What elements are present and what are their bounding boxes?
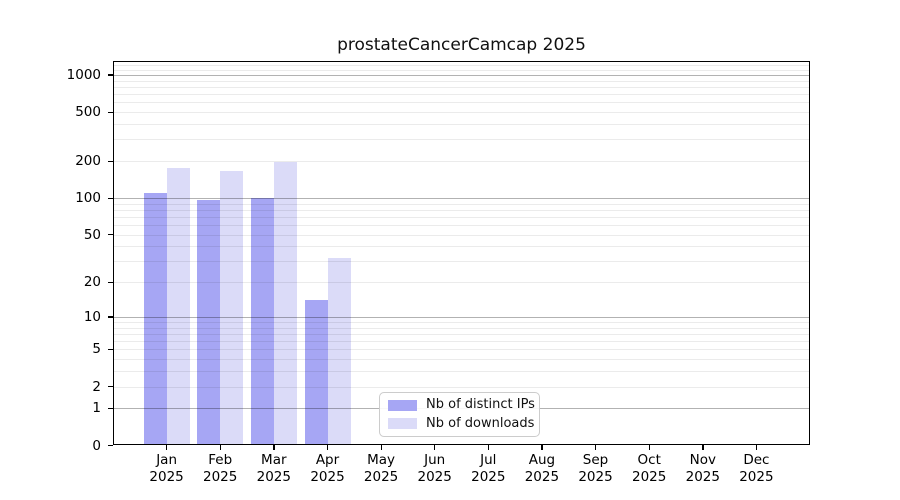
bar-distinct-ips-feb: [197, 199, 221, 445]
gridline-1000: [113, 74, 810, 76]
y-tick-label-1: 1: [92, 400, 101, 417]
gridline-20: [113, 282, 810, 284]
y-tick-mark-1000: [107, 74, 113, 76]
gridline-700: [113, 94, 810, 96]
x-tick-label-oct: Oct 2025: [632, 452, 667, 485]
y-tick-mark-1: [107, 407, 113, 410]
y-tick-mark-10: [107, 316, 113, 318]
x-tick-label-aug: Aug 2025: [524, 452, 560, 485]
gridline-70: [113, 216, 810, 218]
y-tick-mark-2: [107, 386, 113, 388]
bar-distinct-ips-jan: [143, 192, 167, 445]
gridline-900: [113, 80, 810, 82]
y-tick-mark-200: [107, 160, 113, 162]
bar-downloads-feb: [220, 171, 244, 445]
gridline-9: [113, 322, 810, 323]
x-tick-mark-oct: [648, 445, 650, 450]
distinct-ips-swatch-icon: [388, 399, 417, 411]
gridline-2: [113, 386, 810, 388]
x-tick-mark-may: [380, 445, 382, 450]
y-tick-label-1000: 1000: [66, 66, 101, 83]
gridline-500: [113, 112, 810, 114]
x-tick-label-mar: Mar 2025: [256, 452, 291, 485]
bar-distinct-ips-apr: [304, 300, 328, 445]
y-tick-label-10: 10: [83, 308, 101, 325]
y-tick-mark-0: [107, 445, 113, 447]
legend-label-distinct-ips: Nb of distinct IPs: [426, 397, 535, 413]
gridline-8: [113, 327, 810, 329]
gridline-1100: [113, 69, 810, 71]
x-tick-label-may: May 2025: [363, 452, 399, 485]
gridline-90: [113, 203, 810, 205]
y-tick-label-100: 100: [75, 190, 101, 206]
bar-downloads-mar: [273, 162, 297, 445]
gridline-400: [113, 124, 810, 125]
gridline-600: [113, 102, 810, 104]
bar-distinct-ips-mar: [250, 198, 274, 445]
gridline-50: [113, 234, 810, 236]
y-tick-label-2: 2: [92, 378, 101, 395]
gridline-800: [113, 86, 810, 88]
y-tick-label-500: 500: [75, 104, 101, 121]
gridline-7: [113, 334, 810, 335]
x-tick-mark-apr: [327, 445, 329, 450]
y-tick-label-5: 5: [92, 341, 101, 358]
gridline-80: [113, 209, 810, 211]
x-tick-label-nov: Nov 2025: [685, 452, 720, 485]
x-tick-mark-nov: [702, 445, 704, 450]
legend-item-downloads: Nb of downloads: [388, 415, 535, 432]
gridline-40: [113, 246, 810, 248]
x-tick-mark-aug: [541, 445, 543, 450]
y-tick-mark-20: [107, 281, 113, 283]
x-tick-mark-jul: [487, 445, 490, 450]
x-tick-mark-mar: [273, 445, 275, 450]
downloads-swatch-icon: [388, 418, 417, 430]
x-tick-label-jan: Jan 2025: [149, 452, 184, 485]
y-tick-label-20: 20: [83, 274, 101, 291]
y-tick-label-200: 200: [75, 153, 101, 170]
gridline-6: [113, 341, 810, 343]
gridline-4: [113, 359, 810, 361]
legend: Nb of distinct IPs Nb of downloads: [379, 392, 540, 437]
y-tick-mark-5: [107, 348, 113, 351]
x-tick-label-apr: Apr 2025: [310, 452, 345, 485]
x-tick-label-dec: Dec 2025: [739, 452, 774, 485]
legend-item-distinct-ips: Nb of distinct IPs: [388, 397, 535, 413]
x-tick-mark-dec: [755, 445, 758, 450]
gridline-200: [113, 161, 810, 163]
x-tick-label-jun: Jun 2025: [417, 452, 452, 485]
y-tick-mark-100: [107, 197, 113, 199]
gridline-30: [113, 261, 810, 263]
y-tick-mark-50: [107, 234, 113, 236]
gridline-10: [113, 316, 810, 318]
x-tick-label-feb: Feb 2025: [203, 452, 238, 485]
gridline-60: [113, 225, 810, 226]
gridline-300: [113, 139, 810, 141]
x-tick-mark-sep: [595, 445, 597, 450]
gridline-5: [113, 349, 810, 351]
gridline-1200: [113, 65, 810, 67]
bar-downloads-jan: [166, 168, 190, 445]
y-tick-mark-500: [107, 111, 113, 113]
legend-label-downloads: Nb of downloads: [426, 415, 535, 431]
x-tick-mark-jan: [166, 445, 168, 450]
gridline-100: [113, 198, 810, 199]
plot-area: [113, 61, 810, 445]
chart-title: prostateCancerCamcap 2025: [337, 35, 586, 55]
x-tick-label-sep: Sep 2025: [578, 452, 613, 485]
x-tick-label-jul: Jul 2025: [471, 452, 506, 485]
x-tick-mark-jun: [434, 445, 436, 450]
y-tick-label-50: 50: [83, 226, 101, 243]
gridline-3: [113, 371, 810, 373]
x-tick-mark-feb: [219, 445, 221, 450]
bar-downloads-apr: [327, 258, 351, 445]
y-tick-label-0: 0: [92, 437, 101, 454]
